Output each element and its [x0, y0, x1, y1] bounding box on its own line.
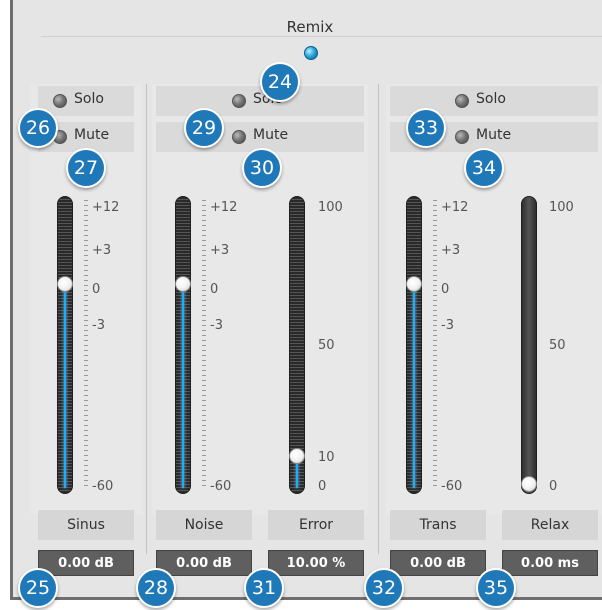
noise-scale-dots [202, 200, 206, 490]
trans-fader-fill [413, 289, 415, 488]
error-fader-fill [296, 462, 298, 488]
callout-badge: 33 [406, 108, 446, 148]
sinus-solo-label: Solo [74, 91, 104, 107]
error-tick-label: 10 [318, 450, 335, 465]
noise-fader-fill [182, 289, 184, 488]
relax-fader-track[interactable] [521, 196, 537, 494]
trans-mute-label: Mute [476, 127, 512, 143]
callout-badge: 27 [66, 148, 106, 188]
sinus-tick-label: +12 [92, 200, 120, 215]
callout-badge: 30 [242, 148, 282, 188]
relax-fader-thumb[interactable] [521, 476, 537, 492]
error-tick-label: 0 [318, 479, 327, 494]
sinus-name-label: Sinus [38, 510, 134, 540]
trans-tick-label: -60 [441, 479, 463, 494]
group-title: Remix [286, 18, 334, 36]
group-frame-line [41, 36, 602, 37]
noise-fader-thumb[interactable] [175, 275, 191, 292]
sinus-fader-fill [64, 289, 66, 488]
trans-solo-led-icon[interactable] [455, 94, 469, 108]
trans-fader-thumb[interactable] [406, 275, 422, 292]
trans-mute-led-icon[interactable] [455, 130, 469, 144]
noise-tick-label: 0 [210, 282, 219, 297]
trans-solo-label: Solo [476, 91, 506, 107]
relax-tick-label: 50 [549, 338, 566, 353]
divider [146, 84, 147, 554]
relax-name-label: Relax [502, 510, 598, 540]
sinus-fader-thumb[interactable] [57, 275, 73, 292]
noise-solo-led-icon[interactable] [232, 94, 246, 108]
noise-tick-label: -3 [210, 318, 223, 333]
relax-value-field[interactable]: 0.00 ms [502, 550, 598, 576]
sinus-scale-dots [84, 200, 88, 490]
callout-badge: 31 [244, 568, 284, 608]
sinus-value-field[interactable]: 0.00 dB [38, 550, 134, 576]
trans-name-label: Trans [390, 510, 486, 540]
callout-badge: 25 [18, 568, 58, 608]
sinus-tick-label: -60 [92, 479, 114, 494]
noise-mute-led-icon[interactable] [232, 130, 246, 144]
error-value-field[interactable]: 10.00 % [268, 550, 364, 576]
trans-tick-label: -3 [441, 318, 454, 333]
sinus-tick-label: +3 [92, 243, 112, 258]
error-name-label: Error [268, 510, 364, 540]
error-fader-track[interactable] [289, 196, 305, 494]
noise-name-label: Noise [156, 510, 252, 540]
callout-badge: 28 [136, 568, 176, 608]
trans-tick-label: +12 [441, 200, 469, 215]
divider [378, 84, 379, 554]
relax-tick-label: 0 [549, 479, 558, 494]
noise-tick-label: +3 [210, 243, 230, 258]
callout-badge: 24 [260, 62, 300, 102]
callout-badge: 29 [184, 108, 224, 148]
remix-led-icon[interactable] [304, 46, 318, 60]
error-fader-thumb[interactable] [289, 448, 305, 465]
callout-badge: 32 [364, 568, 404, 608]
trans-scale-dots [433, 200, 437, 490]
sinus-tick-label: -3 [92, 318, 105, 333]
sinus-tick-label: 0 [92, 282, 101, 297]
relax-tick-label: 100 [549, 200, 574, 215]
noise-value-field[interactable]: 0.00 dB [156, 550, 252, 576]
callout-badge: 35 [476, 568, 516, 608]
error-tick-label: 100 [318, 200, 343, 215]
noise-mute-label: Mute [253, 127, 289, 143]
noise-tick-label: +12 [210, 200, 238, 215]
trans-value-field[interactable]: 0.00 dB [390, 550, 486, 576]
callout-badge: 26 [18, 108, 58, 148]
noise-solo-row[interactable] [156, 86, 364, 116]
noise-tick-label: -60 [210, 479, 232, 494]
trans-tick-label: 0 [441, 282, 450, 297]
sinus-mute-label: Mute [74, 127, 110, 143]
callout-badge: 34 [464, 148, 504, 188]
sinus-solo-led-icon[interactable] [53, 94, 67, 108]
trans-tick-label: +3 [441, 243, 461, 258]
error-tick-label: 50 [318, 338, 335, 353]
